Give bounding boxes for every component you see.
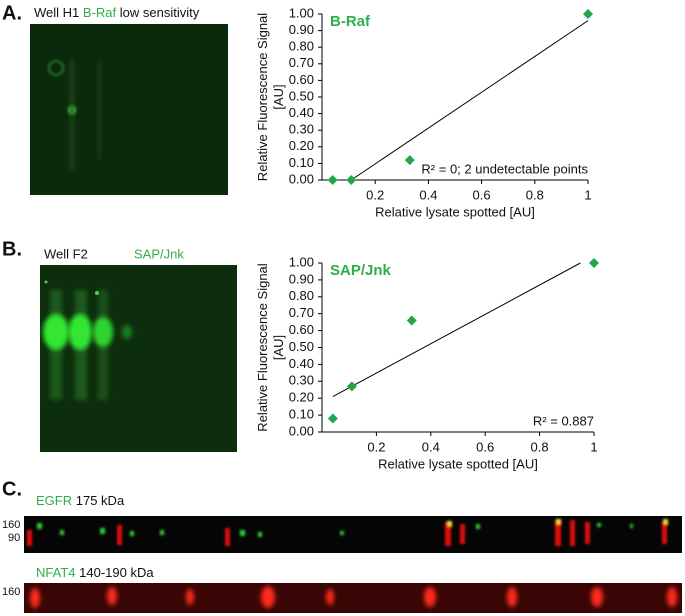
trendline — [350, 20, 589, 181]
marker: 90 — [8, 532, 20, 544]
x-tick-label: 0.2 — [366, 187, 384, 202]
x-tick-label: 0.4 — [422, 439, 440, 454]
x-tick-label: 0.4 — [419, 187, 437, 202]
y-tick-label: 0.20 — [289, 138, 314, 153]
protein: NFAT4 — [36, 565, 76, 580]
y-tick-label: 1.00 — [289, 5, 314, 20]
y-tick-label: 0.90 — [289, 271, 314, 286]
image-caption: Well H1 B-Raf low sensitivity — [34, 5, 200, 20]
chart-title: SAP/Jnk — [330, 262, 392, 279]
y-tick-label: 0.10 — [289, 407, 314, 422]
y-tick-label: 0.50 — [289, 339, 314, 354]
y-tick-label: 0.50 — [289, 88, 314, 103]
y-tick-label: 0.30 — [289, 373, 314, 388]
x-tick-label: 0.8 — [526, 187, 544, 202]
y-tick-label: 0.20 — [289, 390, 314, 405]
annotation: R² = 0; 2 undetectable points — [421, 161, 588, 176]
annotation: R² = 0.887 — [533, 413, 594, 428]
well: Well F2 — [44, 246, 88, 261]
panel-letter: B. — [2, 238, 22, 260]
size: 175 kDa — [76, 493, 125, 508]
note: low sensitivity — [120, 5, 200, 20]
x-tick-label: 0.2 — [367, 439, 385, 454]
protein: B-Raf — [83, 5, 117, 20]
y-tick-label: 0.60 — [289, 322, 314, 337]
blot-strip — [24, 516, 682, 553]
protein: EGFR — [36, 493, 72, 508]
y-tick-label: 1.00 — [289, 254, 314, 269]
size: 140-190 kDa — [79, 565, 154, 580]
x-tick-label: 1 — [590, 439, 597, 454]
y-tick-label: 0.70 — [289, 55, 314, 70]
y-tick-label: 0.80 — [289, 39, 314, 54]
marker: 160 — [2, 519, 20, 531]
point — [346, 175, 357, 185]
x-tick-label: 1 — [584, 187, 591, 202]
chart-title: B-Raf — [330, 13, 371, 30]
point — [589, 258, 599, 268]
blot-image-b — [40, 265, 237, 452]
blot-image-a — [30, 24, 228, 195]
y-tick-label: 0.90 — [289, 22, 314, 37]
protein: SAP/Jnk — [134, 246, 184, 261]
panel-letter: C. — [2, 478, 22, 500]
x-tick-label: 0.6 — [473, 187, 491, 202]
point — [583, 9, 593, 19]
marker: 160 — [2, 586, 20, 598]
y-tick-label: 0.40 — [289, 356, 314, 371]
x-axis-title: Relative lysate spotted [AU] — [375, 204, 535, 219]
point — [327, 413, 338, 424]
well: Well H1 — [34, 5, 79, 20]
point — [406, 315, 417, 326]
y-tick-label: 0.10 — [289, 155, 314, 170]
blot-caption: EGFR 175 kDa — [36, 493, 125, 508]
y-tick-label: 0.60 — [289, 72, 314, 87]
point — [346, 381, 357, 392]
y-tick-label: 0.70 — [289, 305, 314, 320]
y-axis-title: Relative Fluorescence Signal[AU] — [255, 263, 286, 431]
x-tick-label: 0.8 — [531, 439, 549, 454]
panel-letter: A. — [2, 2, 22, 24]
x-tick-label: 0.6 — [476, 439, 494, 454]
point — [327, 175, 338, 185]
blot-strip — [24, 583, 682, 613]
blot-caption: NFAT4 140-190 kDa — [36, 565, 154, 580]
point — [404, 155, 415, 166]
x-axis-title: Relative lysate spotted [AU] — [378, 456, 538, 471]
trendline — [332, 262, 581, 397]
y-tick-label: 0.80 — [289, 288, 314, 303]
y-tick-label: 0.00 — [289, 171, 314, 186]
y-tick-label: 0.40 — [289, 105, 314, 120]
y-tick-label: 0.30 — [289, 122, 314, 137]
y-axis-title: Relative Fluorescence Signal[AU] — [255, 13, 286, 181]
y-tick-label: 0.00 — [289, 423, 314, 438]
